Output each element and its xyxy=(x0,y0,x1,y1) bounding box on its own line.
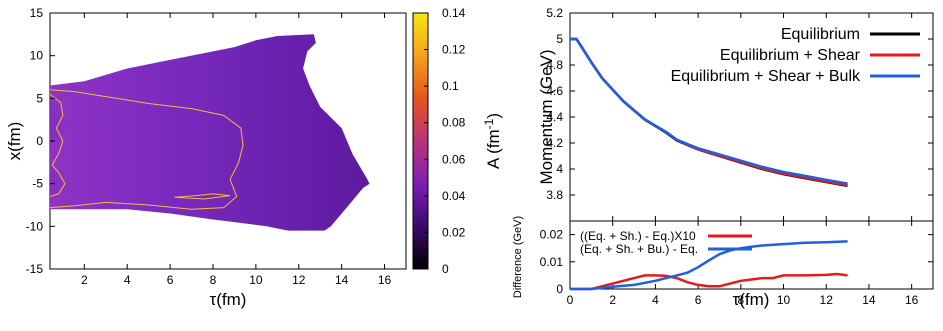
momentum-lines xyxy=(570,37,848,188)
colorbar-tick-label: 0.06 xyxy=(442,152,466,166)
colorbar-tick-label: 0.14 xyxy=(442,6,466,20)
colorbar xyxy=(412,12,429,270)
difference-x-label: τ(fm) xyxy=(733,290,770,309)
difference-y-ticks: 0.02 0.01 0 xyxy=(540,228,933,296)
colorbar-label: A (fm-1) xyxy=(482,113,503,169)
difference-frame xyxy=(569,220,934,290)
heatmap-y-ticks: 15 10 5 0 -5 -10 -15 xyxy=(26,6,55,276)
heatmap-y-tick-label: 15 xyxy=(30,6,44,20)
heatmap-x-tick-label: 6 xyxy=(167,273,174,287)
contour-outer xyxy=(50,89,244,210)
difference-x-tick-label: 12 xyxy=(820,293,834,307)
difference-legend-label: ((Eq. + Sh.) - Eq.)X10 xyxy=(580,229,696,243)
difference-lines xyxy=(570,240,848,291)
heatmap-region xyxy=(50,34,370,231)
colorbar-ticks: 0.14 0.12 0.1 0.08 0.06 0.04 0.02 0 xyxy=(424,6,466,276)
momentum-y-tick-label: 4.2 xyxy=(546,136,563,150)
heatmap-y-tick-label: 10 xyxy=(30,49,44,63)
heatmap-y-label: x(fm) xyxy=(5,122,24,161)
difference-x-tick-label: 8 xyxy=(737,293,744,307)
colorbar-tick-label: 0.08 xyxy=(442,116,466,130)
momentum-legend-label: Equilibrium + Shear + Bulk xyxy=(671,68,861,85)
heatmap-x-tick-label: 14 xyxy=(335,273,349,287)
heatmap-x-tick-label: 12 xyxy=(292,273,306,287)
momentum-y-label: Momentum (GeV) xyxy=(537,49,556,184)
heatmap-y-tick-label: 0 xyxy=(36,134,43,148)
momentum-legend-label: Equilibrium + Shear xyxy=(720,47,861,64)
heatmap-y-tick-label: -15 xyxy=(26,262,44,276)
heatmap-y-tick-label: 5 xyxy=(36,91,43,105)
colorbar-tick-label: 0.12 xyxy=(442,43,466,57)
difference-legend-label: (Eq. + Sh. + Bu.) - Eq. xyxy=(580,242,698,256)
difference-series-line-2 xyxy=(570,240,848,291)
momentum-y-tick-label: 5.2 xyxy=(546,6,563,20)
heatmap-y-tick-label: -10 xyxy=(26,219,44,233)
difference-y-tick-label: 0.01 xyxy=(540,255,564,269)
momentum-y-tick-label: 4 xyxy=(556,162,563,176)
difference-y-tick-label: 0.02 xyxy=(540,228,564,242)
heatmap-x-tick-label: 2 xyxy=(81,273,88,287)
hot-spot-lower xyxy=(50,155,100,208)
difference-legend: ((Eq. + Sh.) - Eq.)X10(Eq. + Sh. + Bu.) … xyxy=(580,229,752,256)
momentum-y-ticks: 5.2 5 4.8 4.6 4.4 4.2 4 3.8 xyxy=(546,6,933,202)
difference-x-tick-label: 4 xyxy=(652,293,659,307)
momentum-y-tick-label: 4.4 xyxy=(546,110,563,124)
heatmap-plot-area xyxy=(50,34,370,231)
colorbar-label-exponent: -1 xyxy=(482,118,496,129)
momentum-series-line-3 xyxy=(570,37,848,185)
contour-inner xyxy=(50,93,66,197)
contour-island xyxy=(174,193,231,200)
difference-x-tick-label: 16 xyxy=(905,293,919,307)
hot-spot-upper xyxy=(50,89,105,158)
heatmap-x-tick-label: 16 xyxy=(378,273,392,287)
difference-x-tick-label: 0 xyxy=(567,293,574,307)
momentum-frame xyxy=(569,12,934,222)
momentum-panel: 5.254.84.64.44.243.8 EquilibriumEquilibr… xyxy=(537,6,934,222)
difference-panel: 0 2 4 6 8 10 12 14 16 0.02 0.01 0 ((Eq. + Sh.) - E… xyxy=(512,216,934,309)
momentum-y-tick-label: 5 xyxy=(556,32,563,46)
momentum-y-tick-label: 3.8 xyxy=(546,188,563,202)
colorbar-tick-label: 0 xyxy=(442,262,449,276)
heatmap-x-ticks: 2 4 6 8 10 12 14 16 xyxy=(81,13,392,287)
colorbar-tick-label: 0.04 xyxy=(442,189,466,203)
momentum-y-tick-label: 4.8 xyxy=(546,58,563,72)
colorbar-label-close: ) xyxy=(484,113,503,119)
momentum-legend: Equilibrium Equilibrium + Shear Equilibriu… xyxy=(671,26,920,85)
heatmap-x-label: τ(fm) xyxy=(210,290,247,309)
difference-x-tick-label: 2 xyxy=(609,293,616,307)
colorbar-tick-label: 0.1 xyxy=(442,79,459,93)
difference-series-line-1 xyxy=(570,272,848,291)
heatmap-y-tick-label: -5 xyxy=(32,177,43,191)
difference-x-tick-label: 6 xyxy=(695,293,702,307)
colorbar-tick-label: 0.02 xyxy=(442,225,466,239)
colorbar-label-base: A (fm xyxy=(484,129,503,169)
heatmap-x-tick-label: 8 xyxy=(210,273,217,287)
heatmap-x-tick-label: 4 xyxy=(124,273,131,287)
difference-x-tick-label: 10 xyxy=(777,293,791,307)
difference-x-tick-label: 14 xyxy=(862,293,876,307)
momentum-x-ticks xyxy=(569,13,913,221)
difference-y-tick-label: 0 xyxy=(556,282,563,296)
momentum-y-tick-label: 4.6 xyxy=(546,84,563,98)
heatmap-x-tick-label: 10 xyxy=(249,273,263,287)
momentum-legend-label: Equilibrium xyxy=(781,26,860,43)
difference-y-label: Difference (GeV) xyxy=(512,216,524,298)
